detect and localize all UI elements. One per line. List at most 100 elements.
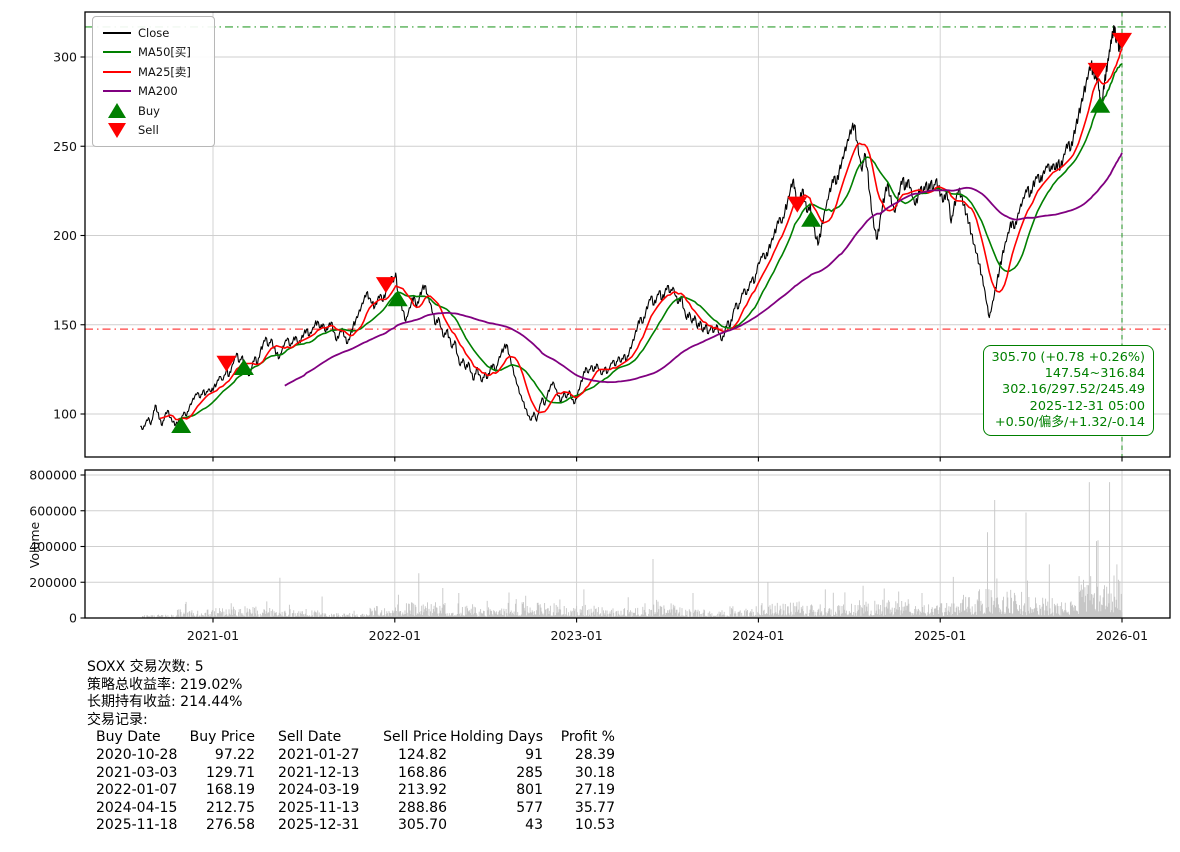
legend-line-swatch [102, 70, 132, 73]
volume-ytick-label: 600000 [29, 503, 77, 518]
trade-row: 2021-03-03 129.71 2021-12-13 168.86 285 30.18 [87, 765, 615, 783]
legend-label: MA200 [138, 84, 178, 99]
sell-marker [375, 277, 396, 294]
trade-cell: 2025-11-13 [278, 799, 360, 816]
volume-pane-border [84, 469, 1171, 619]
annotation-range: 147.54~316.84 [1044, 366, 1145, 382]
volume-bars [142, 482, 1123, 618]
price-ytick-label: 150 [53, 317, 77, 332]
buy-marker [233, 358, 254, 375]
sell-marker [216, 355, 237, 372]
trade-cell: 2020-10-28 [96, 746, 178, 763]
price-ytick-label: 300 [53, 50, 77, 65]
legend-label: Sell [138, 123, 159, 138]
trade-cell: 168.19 [206, 782, 255, 799]
trade-cell: 801 [516, 782, 543, 799]
trade-cell [255, 765, 269, 783]
trade-cell [255, 782, 269, 800]
trade-cell: 97.22 [214, 746, 255, 763]
xtick-label: 2021-01 [187, 628, 239, 643]
price-ytick-label: 200 [53, 228, 77, 243]
legend-item-ma200: MA200 [102, 82, 206, 102]
trades-header-row: Buy Date Buy Price Sell Date Sell Price Hold… [87, 729, 615, 747]
trade-cell [255, 800, 269, 818]
trade-cell: 10.53 [574, 817, 615, 834]
buy-marker [801, 210, 822, 227]
ma25-line [159, 48, 1123, 421]
buy-marker [171, 416, 192, 433]
legend-item-close: Close [102, 23, 206, 43]
sell-marker [1087, 62, 1108, 79]
trades-header-cell: Holding Days [450, 729, 543, 746]
buy-triangle-icon [102, 103, 132, 119]
legend-label: Buy [138, 103, 160, 118]
trade-row: 2024-04-15 212.75 2025-11-13 288.86 577 35.77 [87, 800, 615, 818]
trade-cell: 2024-04-15 [96, 799, 178, 816]
trade-cell: 168.86 [398, 764, 447, 781]
trade-cell: 2021-01-27 [278, 746, 360, 763]
stats-trades-title: 交易记录: [87, 711, 148, 728]
xtick-label: 2026-01 [1096, 628, 1148, 643]
trades-header-cell: Sell Date [278, 729, 342, 746]
trade-cell: 213.92 [398, 782, 447, 799]
volume-axis-label: Volume [27, 521, 42, 569]
trades-header-cell: Sell Price [383, 729, 447, 746]
volume-ytick-label: 400000 [29, 539, 77, 554]
trade-cell [255, 817, 269, 835]
trade-cell: 2021-03-03 [96, 764, 178, 781]
price-annotation-box: 305.70 (+0.78 +0.26%) 147.54~316.84 302.… [982, 345, 1154, 437]
legend-line-swatch [102, 51, 132, 54]
trade-cell: 285 [516, 764, 543, 781]
trade-cell [255, 747, 269, 765]
legend-item-sell: Sell [102, 121, 206, 141]
trade-cell: 2025-12-31 [278, 817, 360, 834]
trade-cell: 288.86 [398, 799, 447, 816]
price-pane-border [84, 11, 1171, 458]
trade-cell: 305.70 [398, 817, 447, 834]
trade-cell: 2021-12-13 [278, 764, 360, 781]
trade-cell: 129.71 [206, 764, 255, 781]
stats-strategy-return: 策略总收益率: 219.02% [87, 676, 243, 693]
legend-label: MA50[买] [138, 45, 191, 60]
buy-marker [1090, 96, 1111, 113]
trade-cell: 577 [516, 799, 543, 816]
trade-cell: 2022-01-07 [96, 782, 178, 799]
price-ytick-label: 250 [53, 139, 77, 154]
xtick-label: 2024-01 [732, 628, 784, 643]
trades-header-cell: Profit % [560, 729, 615, 746]
trade-cell: 30.18 [574, 764, 615, 781]
sell-marker [787, 196, 808, 213]
trade-row: 2022-01-07 168.19 2024-03-19 213.92 801 27.19 [87, 782, 615, 800]
trade-cell: 276.58 [206, 817, 255, 834]
trade-cell: 28.39 [574, 746, 615, 763]
trade-cell: 124.82 [398, 746, 447, 763]
xtick-label: 2025-01 [914, 628, 966, 643]
annotation-ma-values: 302.16/297.52/245.49 [1002, 382, 1145, 398]
volume-ytick-label: 0 [69, 611, 77, 626]
legend-item-buy: Buy [102, 101, 206, 121]
legend-line-swatch [102, 90, 132, 93]
trades-header-cell: Buy Date [96, 729, 161, 746]
legend-item-ma50-: MA50[买] [102, 43, 206, 63]
legend-label: MA25[卖] [138, 64, 191, 79]
legend-item-ma25-: MA25[卖] [102, 62, 206, 82]
annotation-last-price: 305.70 (+0.78 +0.26%) [991, 350, 1146, 365]
strategy-stats: SOXX 交易次数: 5 策略总收益率: 219.02% 长期持有收益: 214… [87, 659, 615, 835]
price-ytick-label: 100 [53, 407, 77, 422]
ma50-line [178, 63, 1123, 420]
volume-ytick-label: 800000 [29, 468, 77, 483]
ma200-line [284, 152, 1123, 387]
annotation-signal: +0.50/偏多/+1.32/-0.14 [994, 414, 1145, 430]
sell-triangle-icon [102, 122, 132, 138]
trade-cell: 27.19 [574, 782, 615, 799]
trade-cell: 35.77 [574, 799, 615, 816]
volume-ytick-label: 200000 [29, 575, 77, 590]
xtick-label: 2022-01 [369, 628, 421, 643]
trade-cell: 91 [525, 746, 543, 763]
annotation-timestamp: 2025-12-31 05:00 [1029, 398, 1145, 414]
trade-cell: 43 [525, 817, 543, 834]
trade-cell: 2024-03-19 [278, 782, 360, 799]
trade-cell: 2025-11-18 [96, 817, 178, 834]
stats-buyhold-return: 长期持有收益: 214.44% [87, 694, 243, 711]
